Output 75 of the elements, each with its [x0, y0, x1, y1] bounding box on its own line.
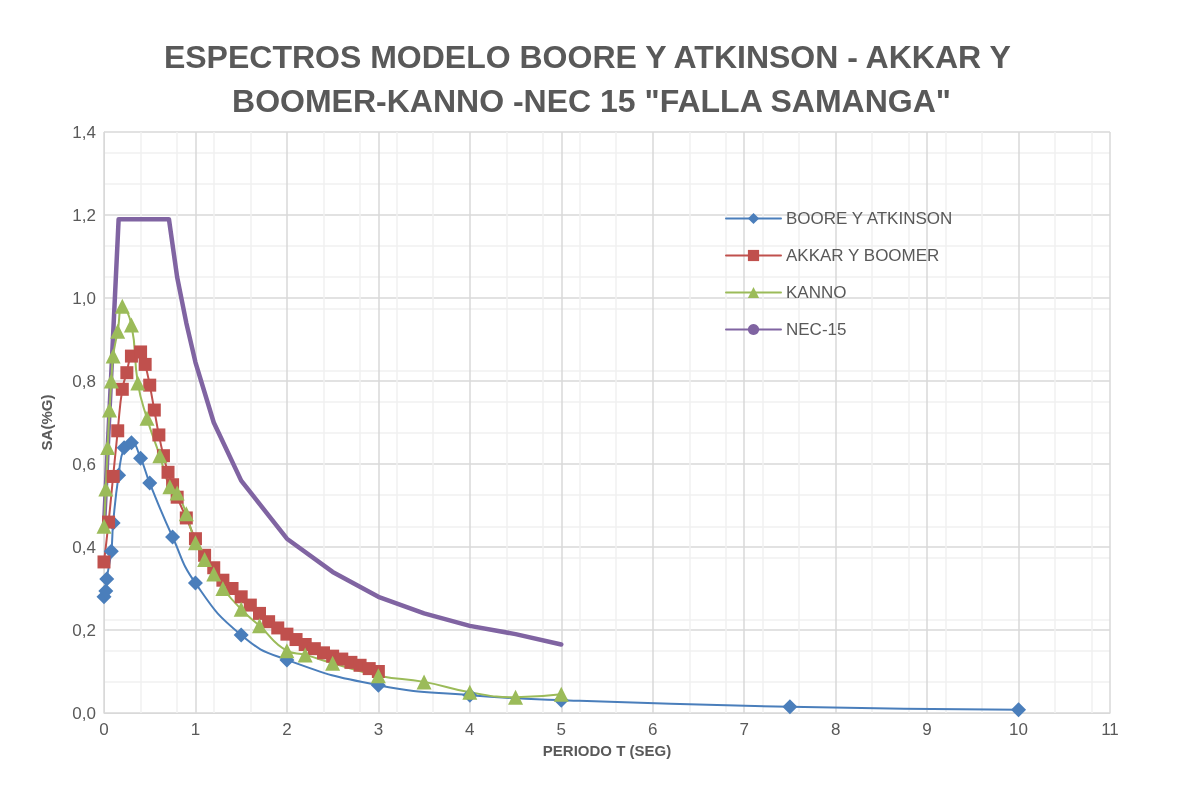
point — [114, 298, 130, 314]
point — [139, 410, 155, 426]
x-tick-label: 2 — [282, 720, 292, 739]
point — [553, 686, 569, 702]
legend-label: NEC-15 — [786, 320, 847, 339]
point — [1011, 702, 1027, 718]
point — [152, 448, 168, 464]
point — [123, 317, 139, 333]
x-tick-label: 11 — [1101, 720, 1119, 739]
point — [169, 485, 185, 501]
point — [370, 668, 386, 684]
point — [97, 555, 111, 569]
point — [178, 506, 194, 522]
point — [416, 674, 432, 690]
x-tick-label: 0 — [99, 720, 109, 739]
point — [123, 435, 139, 451]
y-tick-label: 0,4 — [72, 537, 96, 557]
point — [105, 348, 121, 364]
point — [98, 481, 114, 497]
legend-label: AKKAR Y BOOMER — [786, 246, 940, 265]
legend-label: KANNO — [786, 283, 847, 302]
y-tick-label: 0,6 — [72, 454, 96, 474]
point — [134, 345, 148, 359]
point — [103, 373, 119, 389]
y-tick-label: 1,2 — [72, 205, 96, 225]
point — [147, 403, 161, 417]
point — [233, 627, 249, 643]
point — [115, 382, 129, 396]
y-axis-title: SA(%G) — [38, 394, 55, 451]
point — [782, 699, 798, 715]
y-tick-label: 0,0 — [72, 703, 96, 723]
point — [197, 551, 213, 567]
x-tick-label: 8 — [830, 720, 841, 739]
point — [297, 647, 313, 663]
point — [130, 375, 146, 391]
point — [99, 571, 115, 587]
y-tick-label: 0,2 — [72, 620, 96, 640]
point — [96, 518, 112, 534]
point — [206, 566, 222, 582]
chart-title: ESPECTROS MODELO BOORE Y ATKINSON - AKKAR Y BOOMER-KANNO -NEC 15 "FALLA SAMANGA" — [163, 39, 1020, 119]
point — [138, 357, 152, 371]
point — [101, 402, 117, 418]
legend-label: BOORE Y ATKINSON — [786, 209, 953, 228]
point — [161, 465, 175, 479]
point — [106, 469, 120, 483]
y-tick-label: 0,8 — [72, 371, 96, 391]
point — [279, 643, 295, 659]
x-tick-label: 9 — [922, 720, 932, 739]
point — [100, 439, 116, 455]
point — [142, 475, 158, 491]
point — [120, 366, 134, 380]
x-axis-title: PERIODO T (SEG) — [542, 741, 672, 759]
x-tick-label: 1 — [190, 720, 201, 739]
point — [215, 581, 231, 596]
point — [152, 428, 166, 442]
point — [251, 618, 267, 634]
point — [233, 601, 249, 617]
x-tick-label: 6 — [647, 720, 658, 739]
point — [133, 450, 149, 466]
y-tick-label: 1,4 — [72, 122, 96, 142]
x-tick-label: 10 — [1009, 720, 1029, 739]
point — [165, 529, 181, 545]
y-tick-label: 1,0 — [72, 288, 96, 308]
point — [103, 543, 119, 559]
point — [143, 378, 157, 392]
point — [110, 323, 126, 339]
x-tick-label: 5 — [556, 720, 567, 739]
point — [187, 575, 203, 591]
point — [187, 535, 203, 551]
x-tick-label: 3 — [373, 720, 384, 739]
x-tick-label: 7 — [739, 720, 749, 739]
x-tick-label: 4 — [465, 720, 475, 739]
point — [508, 689, 524, 705]
point — [111, 424, 125, 438]
point — [325, 655, 341, 671]
